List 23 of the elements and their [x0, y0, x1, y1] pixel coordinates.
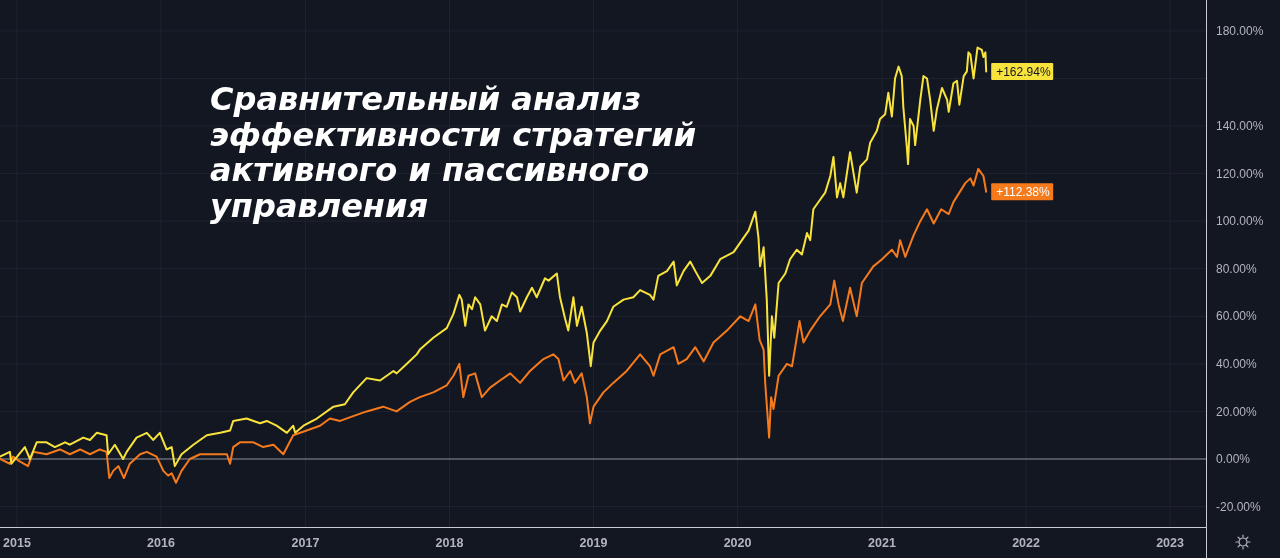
- x-tick-label: 2023: [1156, 536, 1185, 551]
- y-tick-label: 120.00%: [1216, 166, 1264, 181]
- data-label: +112.38%: [996, 184, 1051, 199]
- x-tick-label: 2020: [723, 536, 752, 551]
- y-tick-label: 60.00%: [1216, 309, 1258, 324]
- x-tick-label: 2017: [291, 536, 320, 551]
- x-tick-label: 2016: [147, 536, 175, 551]
- y-tick-label: 140.00%: [1216, 119, 1264, 134]
- x-tick-label: 2015: [3, 536, 31, 551]
- x-tick-label: 2021: [868, 536, 896, 551]
- line-series: [0, 46, 988, 468]
- data-label: +162.94%: [996, 64, 1051, 79]
- x-tick-label: 2018: [435, 536, 464, 551]
- y-tick-label: -20.00%: [1216, 499, 1262, 514]
- y-tick-label: 100.00%: [1216, 214, 1264, 229]
- text: Сравнительный анализ эффективности стратегий активного и пассивного управления: [210, 80, 697, 225]
- y-tick-label: 180.00%: [1216, 24, 1264, 39]
- y-tick-label: 80.00%: [1216, 261, 1258, 276]
- x-tick-label: 2019: [579, 536, 608, 551]
- y-tick-label: 40.00%: [1216, 357, 1258, 372]
- y-tick-label: 0.00%: [1216, 452, 1251, 467]
- y-tick-label: 20.00%: [1216, 404, 1258, 419]
- x-tick-label: 2022: [1012, 536, 1040, 551]
